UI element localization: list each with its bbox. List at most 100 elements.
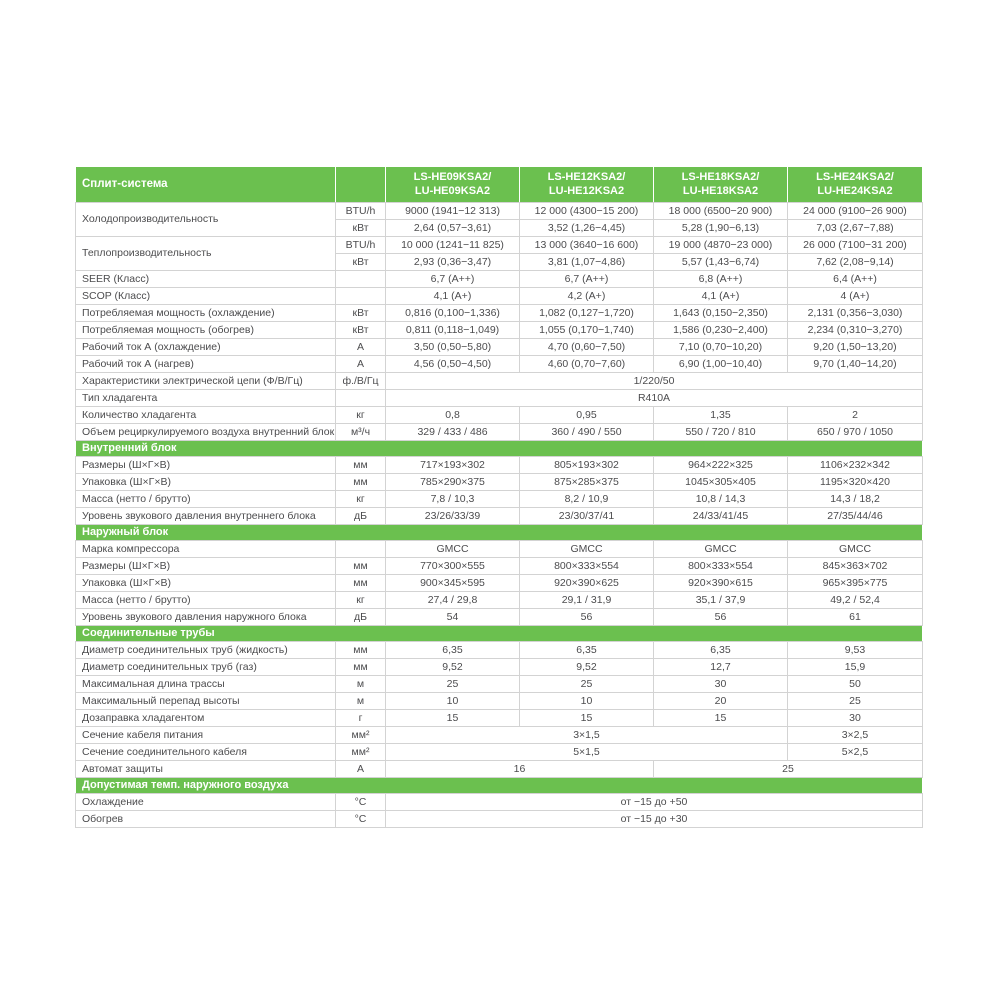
value-cell: 27,4 / 29,8: [385, 591, 520, 609]
data-row: Упаковка (Ш×Г×В) мм 900×345×595 920×390×625…: [75, 574, 923, 592]
value-cell: 16: [385, 760, 654, 778]
row-label: Рабочий ток А (охлаждение): [75, 338, 336, 356]
value-cell: 805×193×302: [519, 456, 654, 474]
value-cell: 6,35: [385, 641, 520, 659]
unit-cell: [335, 540, 386, 558]
value-cell: 4 (A+): [787, 287, 923, 305]
data-row: Характеристики электрической цепи (Ф/В/Г…: [75, 372, 923, 390]
value-cell: 24 000 (9100−26 900): [787, 202, 923, 220]
header-row: Сплит-система LS-HE09KSA2/ LU-HE09KSA2 LS-…: [75, 166, 923, 203]
value-cell: GMCC: [653, 540, 788, 558]
data-row: Тип хладагента R410A: [75, 389, 923, 407]
value-cell: 1,35: [653, 406, 788, 424]
value-cell: 6,8 (A++): [653, 270, 788, 288]
value-cell: 0,8: [385, 406, 520, 424]
data-row: Размеры (Ш×Г×В) мм 770×300×555 800×333×554 8…: [75, 557, 923, 575]
data-row: Обогрев °C от −15 до +30: [75, 810, 923, 828]
value-cell: 19 000 (4870−23 000): [653, 236, 788, 254]
unit-cell: кг: [335, 490, 386, 508]
header-unit-cell: [335, 166, 386, 203]
unit-cell: BTU/h: [335, 236, 386, 254]
value-cell: 15: [385, 709, 520, 727]
unit-cell: мм: [335, 641, 386, 659]
value-cell: 1106×232×342: [787, 456, 923, 474]
value-cell: 2,64 (0,57−3,61): [385, 219, 520, 237]
value-cell: 6,90 (1,00−10,40): [653, 355, 788, 373]
data-row: Размеры (Ш×Г×В) мм 717×193×302 805×193×302 9…: [75, 456, 923, 474]
unit-cell: А: [335, 760, 386, 778]
value-cell: 30: [787, 709, 923, 727]
row-label: Обогрев: [75, 810, 336, 828]
data-row: Рабочий ток А (нагрев) А 4,56 (0,50−4,50) 4…: [75, 355, 923, 373]
value-cell: 920×390×625: [519, 574, 654, 592]
value-cell: 2: [787, 406, 923, 424]
data-row: Диаметр соединительных труб (газ) мм 9,52 9…: [75, 658, 923, 676]
row-label: Диаметр соединительных труб (жидкость): [75, 641, 336, 659]
value-cell: 2,234 (0,310−3,270): [787, 321, 923, 339]
value-cell: 1045×305×405: [653, 473, 788, 491]
unit-cell: [335, 389, 386, 407]
unit-cell: мм: [335, 557, 386, 575]
data-row: Максимальный перепад высоты м 10 10 20 25: [75, 692, 923, 710]
value-cell: 7,03 (2,67−7,88): [787, 219, 923, 237]
row-label: Потребляемая мощность (охлаждение): [75, 304, 336, 322]
value-cell: 785×290×375: [385, 473, 520, 491]
value-cell: 1,055 (0,170−1,740): [519, 321, 654, 339]
value-cell: 4,1 (A+): [653, 287, 788, 305]
value-cell: 845×363×702: [787, 557, 923, 575]
model-column-header-1: LS-HE09KSA2/ LU-HE09KSA2: [385, 166, 520, 203]
row-label: Масса (нетто / брутто): [75, 490, 336, 508]
value-cell: 1195×320×420: [787, 473, 923, 491]
value-cell: 3×1,5: [385, 726, 788, 744]
data-row: Дозаправка хладагентом г 15 15 15 30: [75, 709, 923, 727]
value-cell: R410A: [385, 389, 923, 407]
value-cell: 24/33/41/45: [653, 507, 788, 525]
value-cell: 920×390×615: [653, 574, 788, 592]
value-cell: 30: [653, 675, 788, 693]
data-row: Масса (нетто / брутто) кг 27,4 / 29,8 29,1 …: [75, 591, 923, 609]
value-cell: 0,95: [519, 406, 654, 424]
section-row: Наружный блок: [75, 524, 923, 541]
row-label: Дозаправка хладагентом: [75, 709, 336, 727]
row-label: Масса (нетто / брутто): [75, 591, 336, 609]
value-cell: GMCC: [519, 540, 654, 558]
value-cell: 6,35: [653, 641, 788, 659]
value-cell: 23/26/33/39: [385, 507, 520, 525]
value-cell: 35,1 / 37,9: [653, 591, 788, 609]
section-header: Внутренний блок: [75, 440, 923, 457]
data-row: Сечение кабеля питания мм² 3×1,5 3×2,5: [75, 726, 923, 744]
value-cell: 550 / 720 / 810: [653, 423, 788, 441]
unit-cell: дБ: [335, 507, 386, 525]
value-cell: 360 / 490 / 550: [519, 423, 654, 441]
row-label: Уровень звукового давления наружного бло…: [75, 608, 336, 626]
spec-table-body: Сплит-система LS-HE09KSA2/ LU-HE09KSA2 LS-…: [75, 166, 923, 828]
value-cell: 964×222×325: [653, 456, 788, 474]
value-cell: 900×345×595: [385, 574, 520, 592]
value-cell: 0,816 (0,100−1,336): [385, 304, 520, 322]
value-cell: 770×300×555: [385, 557, 520, 575]
unit-cell: кг: [335, 406, 386, 424]
row-label: SEER (Класс): [75, 270, 336, 288]
value-cell: 10 000 (1241−11 825): [385, 236, 520, 254]
unit-cell: г: [335, 709, 386, 727]
data-row: Потребляемая мощность (обогрев) кВт 0,811 …: [75, 321, 923, 339]
model-column-header-4: LS-HE24KSA2/ LU-HE24KSA2: [787, 166, 923, 203]
value-cell: 25: [519, 675, 654, 693]
value-cell: 2,131 (0,356−3,030): [787, 304, 923, 322]
value-cell: 7,8 / 10,3: [385, 490, 520, 508]
row-label: Размеры (Ш×Г×В): [75, 557, 336, 575]
value-cell: 12 000 (4300−15 200): [519, 202, 654, 220]
section-header: Соединительные трубы: [75, 625, 923, 642]
row-label: Объем рециркулируемого воздуха внутренни…: [75, 423, 336, 441]
value-cell: 25: [653, 760, 923, 778]
value-cell: 650 / 970 / 1050: [787, 423, 923, 441]
unit-cell: °C: [335, 810, 386, 828]
row-label: Рабочий ток А (нагрев): [75, 355, 336, 373]
value-cell: 1,082 (0,127−1,720): [519, 304, 654, 322]
unit-cell: BTU/h: [335, 202, 386, 220]
unit-cell: ф./В/Гц: [335, 372, 386, 390]
unit-cell: мм: [335, 658, 386, 676]
unit-cell: кВт: [335, 321, 386, 339]
spec-table-container: Сплит-система LS-HE09KSA2/ LU-HE09KSA2 LS-…: [75, 166, 923, 828]
row-label: Упаковка (Ш×Г×В): [75, 574, 336, 592]
